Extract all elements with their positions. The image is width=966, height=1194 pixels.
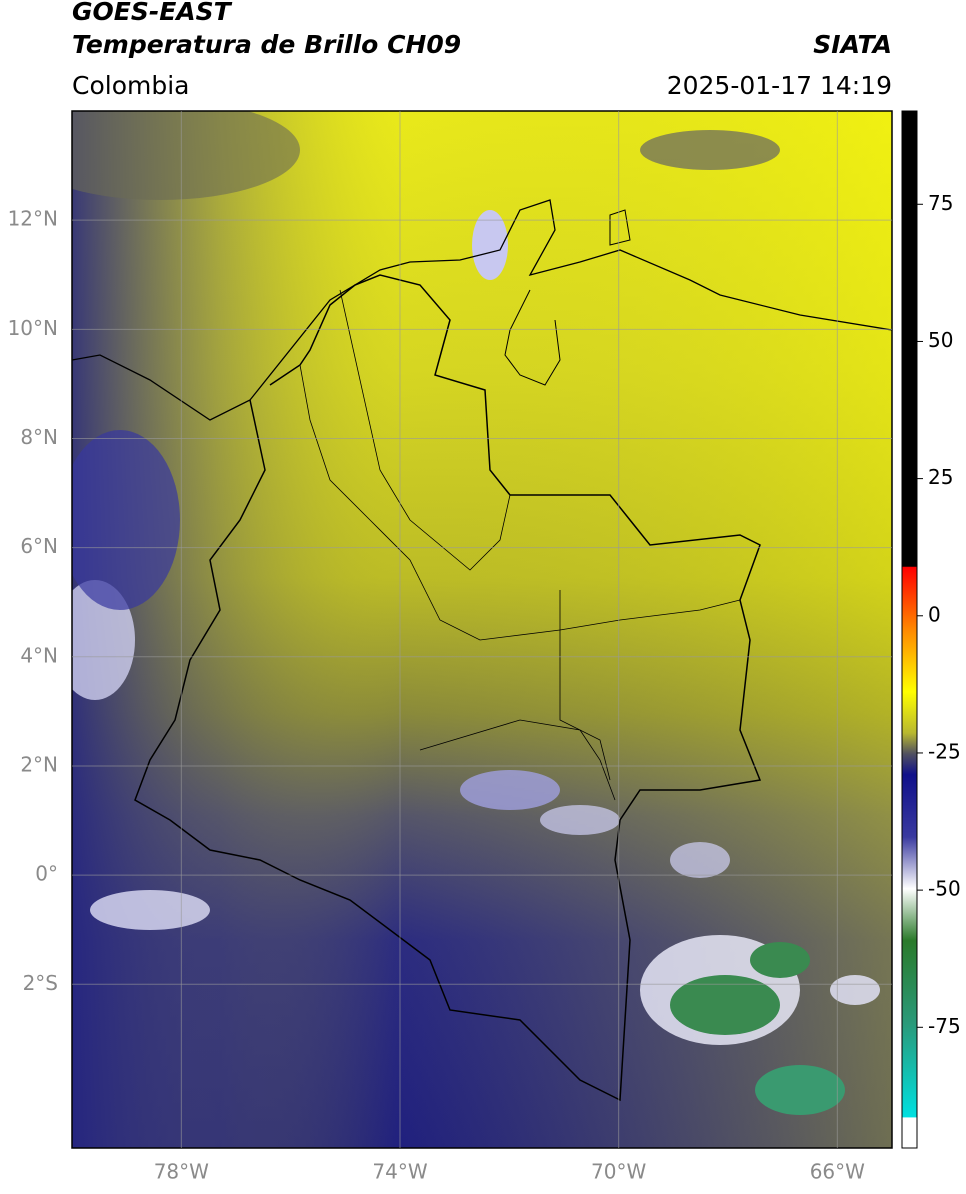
x-tick-label: 74°W <box>372 1160 427 1184</box>
colorbar-tick-label: 0 <box>928 602 941 626</box>
y-tick-label: 8°N <box>20 425 58 449</box>
region: Colombia <box>72 71 189 100</box>
y-tick-label: 12°N <box>8 207 58 231</box>
colorbar <box>901 110 918 1149</box>
colorbar-tick-label: 50 <box>928 328 953 352</box>
colorbar-tick-label: -50 <box>928 877 961 901</box>
colorbar-tick-label: 75 <box>928 191 953 215</box>
y-tick-label: 10°N <box>8 316 58 340</box>
colorbar-tick-label: -75 <box>928 1014 961 1038</box>
satellite-image <box>72 111 892 1148</box>
colorbar-tick-label: 25 <box>928 465 953 489</box>
y-tick-label: 0° <box>35 862 58 886</box>
timestamp: 2025-01-17 14:19 <box>667 71 892 100</box>
x-tick-label: 66°W <box>810 1160 865 1184</box>
y-tick-label: 2°S <box>23 971 58 995</box>
y-tick-label: 2°N <box>20 752 58 776</box>
y-tick-label: 6°N <box>20 534 58 558</box>
colorbar-tick-label: -25 <box>928 739 961 763</box>
subtitle: Temperatura de Brillo CH09 <box>72 30 461 59</box>
source: SIATA <box>813 30 892 59</box>
x-tick-label: 78°W <box>154 1160 209 1184</box>
title: GOES-EAST <box>72 0 233 26</box>
map-frame <box>71 110 893 1149</box>
x-tick-label: 70°W <box>591 1160 646 1184</box>
y-tick-label: 4°N <box>20 643 58 667</box>
